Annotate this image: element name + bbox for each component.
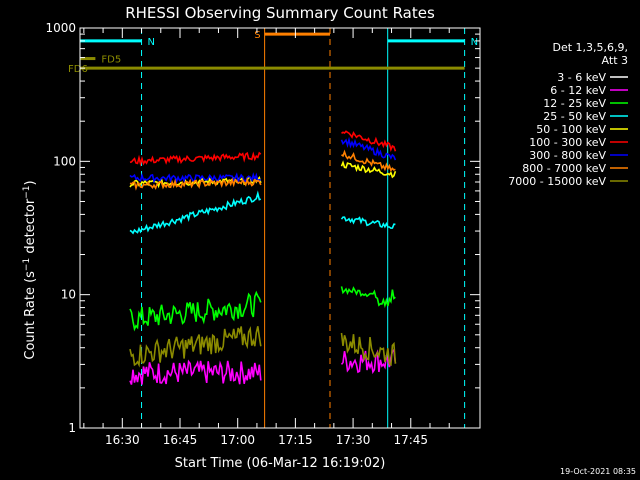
- series-line-8-1: [340, 332, 397, 367]
- series-line-3-1: [340, 216, 396, 230]
- legend-label-6: 300 - 800 keV: [529, 149, 606, 162]
- legend-label-3: 25 - 50 keV: [543, 110, 606, 123]
- plot-frame: [79, 27, 481, 429]
- legend-label-2: 12 - 25 keV: [543, 97, 606, 110]
- series-line-7-0: [129, 177, 262, 191]
- series-line-1-0: [129, 359, 262, 385]
- series-line-5-0: [129, 151, 262, 167]
- x-tick-label-1: 16:45: [163, 433, 198, 447]
- series-line-4-1: [340, 160, 397, 179]
- series-line-8-0: [129, 325, 262, 368]
- series-line-3-0: [129, 190, 262, 235]
- chart-title: RHESSI Observing Summary Count Rates: [125, 4, 435, 22]
- annotation-label-fd5: FD5: [101, 55, 121, 66]
- series-line-2-0: [129, 290, 262, 332]
- legend-header-attenuator: Att 3: [602, 54, 628, 67]
- y-tick-label-2: 100: [53, 154, 76, 168]
- series-line-6-1: [340, 136, 397, 161]
- annotation-label-n: N: [148, 37, 155, 48]
- series-line-5-1: [341, 130, 397, 152]
- x-tick-label-5: 17:45: [393, 433, 428, 447]
- y-tick-label-0: 1: [68, 421, 76, 435]
- annotation-label-n: N: [471, 37, 478, 48]
- legend-label-5: 100 - 300 keV: [529, 136, 606, 149]
- series-line-7-1: [341, 149, 396, 173]
- x-tick-label-4: 17:30: [336, 433, 371, 447]
- axes: 1 10 100 1000 16:30 16:45 17:00 17:15 17:30 17:45: [45, 21, 481, 447]
- x-axis-label: Start Time (06-Mar-12 16:19:02): [175, 456, 386, 471]
- legend-header-detectors: Det 1,3,5,6,9,: [552, 41, 628, 54]
- footer-timestamp: 19-Oct-2021 08:35: [560, 467, 636, 476]
- x-tick-label-0: 16:30: [105, 433, 140, 447]
- y-tick-label-3: 1000: [45, 21, 76, 35]
- annotation-label-s: S: [254, 30, 260, 41]
- legend-label-8: 7000 - 15000 keV: [508, 175, 606, 188]
- legend-label-7: 800 - 7000 keV: [522, 162, 606, 175]
- annotation-label-fd6: FD6: [68, 64, 88, 75]
- x-tick-label-2: 17:00: [220, 433, 255, 447]
- legend-label-4: 50 - 100 keV: [536, 123, 606, 136]
- series-line-2-1: [340, 286, 396, 309]
- y-tick-label-1: 10: [61, 288, 76, 302]
- legend-label-0: 3 - 6 keV: [557, 71, 606, 84]
- series-line-6-0: [129, 172, 262, 184]
- x-tick-label-3: 17:15: [278, 433, 313, 447]
- legend-label-1: 6 - 12 keV: [550, 84, 606, 97]
- y-axis-label: Count Rate (s−1 detector−1): [22, 180, 38, 359]
